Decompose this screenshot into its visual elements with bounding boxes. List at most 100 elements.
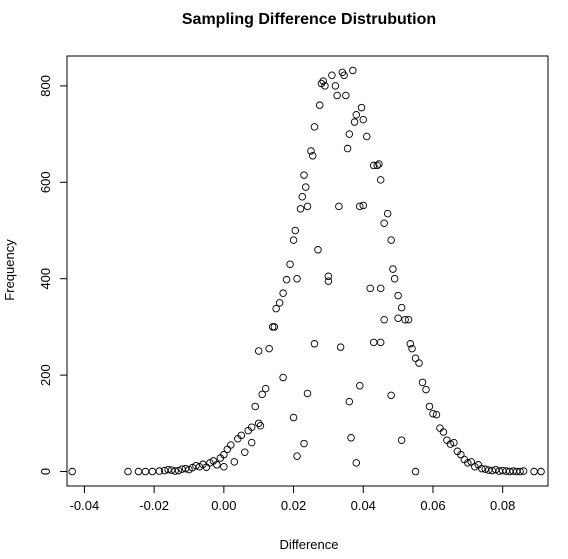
data-point	[467, 458, 476, 466]
data-point	[335, 202, 343, 211]
data-point	[279, 289, 287, 297]
data-point	[342, 91, 350, 100]
data-point	[241, 448, 249, 457]
data-point	[352, 459, 361, 467]
data-point	[380, 315, 388, 324]
data-point	[411, 467, 420, 476]
x-tick-label: 0.02	[281, 498, 306, 513]
data-point	[401, 315, 409, 324]
y-tick-label: 200	[38, 364, 53, 386]
y-tick-label: 600	[38, 171, 53, 193]
data-point	[347, 434, 355, 442]
data-point	[387, 391, 395, 400]
data-point	[247, 423, 256, 431]
data-point	[331, 82, 340, 90]
data-point	[303, 389, 312, 398]
data-point	[356, 381, 364, 390]
data-point	[422, 385, 430, 394]
data-point	[251, 402, 259, 411]
data-point	[356, 202, 364, 211]
data-point	[321, 82, 329, 90]
data-point	[302, 183, 310, 191]
y-tick-label: 800	[38, 75, 53, 97]
data-point	[498, 466, 507, 475]
data-point	[303, 202, 312, 211]
data-point	[258, 390, 266, 399]
data-point	[324, 272, 333, 281]
data-point	[375, 160, 383, 168]
data-point	[254, 347, 263, 355]
data-point	[350, 118, 359, 126]
data-point	[164, 465, 172, 474]
x-tick-label: -0.02	[139, 498, 169, 513]
data-point	[296, 205, 305, 213]
data-point	[300, 171, 308, 179]
data-point	[464, 459, 472, 467]
data-point	[247, 438, 256, 447]
data-point	[390, 274, 399, 283]
x-tick-label: -0.04	[70, 498, 100, 513]
data-point	[300, 439, 308, 448]
data-point	[387, 236, 395, 244]
y-axis: 0 200 400 600 800	[38, 75, 67, 475]
data-point	[265, 344, 273, 353]
data-point	[174, 466, 183, 475]
data-point	[289, 413, 298, 422]
data-point	[446, 440, 455, 448]
x-axis-label: Difference	[279, 537, 338, 552]
data-point	[223, 445, 232, 454]
data-point	[261, 384, 270, 393]
data-point	[429, 409, 437, 418]
x-tick-label: 0.08	[490, 498, 515, 513]
data-point	[383, 209, 392, 218]
data-point	[389, 265, 397, 273]
data-point	[270, 323, 279, 331]
data-point	[282, 275, 291, 284]
data-point	[237, 431, 246, 440]
data-point	[279, 373, 287, 382]
data-point	[68, 467, 76, 476]
data-point	[310, 123, 319, 131]
data-point	[220, 450, 228, 459]
data-point	[345, 397, 354, 406]
data-point	[220, 462, 228, 471]
data-point	[352, 111, 361, 119]
x-tick-label: 0.04	[351, 498, 376, 513]
data-point	[439, 428, 448, 436]
data-point	[457, 450, 465, 459]
data-point	[148, 467, 157, 476]
data-point	[516, 467, 524, 476]
data-point	[171, 467, 179, 475]
data-point	[404, 315, 413, 324]
data-point	[411, 354, 420, 363]
data-point	[376, 338, 385, 347]
y-tick-label: 0	[38, 468, 53, 475]
data-points	[68, 66, 545, 476]
data-point	[450, 438, 458, 447]
data-point	[181, 464, 190, 473]
data-point	[359, 115, 368, 124]
y-tick-label: 400	[38, 268, 53, 290]
x-tick-label: 0.00	[211, 498, 236, 513]
x-tick-label: 0.06	[420, 498, 445, 513]
data-point	[134, 467, 143, 476]
data-point	[394, 314, 402, 322]
data-point	[376, 284, 385, 293]
data-point	[343, 144, 352, 153]
data-point	[289, 236, 298, 244]
data-point	[315, 101, 324, 109]
data-point	[328, 71, 336, 80]
data-point	[227, 441, 235, 449]
data-point	[340, 71, 348, 80]
data-point	[319, 77, 327, 85]
data-point	[291, 226, 300, 235]
data-point	[310, 340, 319, 348]
chart-title: Sampling Difference Distrubution	[182, 11, 436, 28]
data-point	[436, 424, 444, 432]
data-point	[272, 304, 280, 313]
data-point	[357, 103, 366, 112]
data-point	[415, 359, 423, 367]
data-point	[432, 410, 441, 419]
data-point	[141, 467, 150, 476]
